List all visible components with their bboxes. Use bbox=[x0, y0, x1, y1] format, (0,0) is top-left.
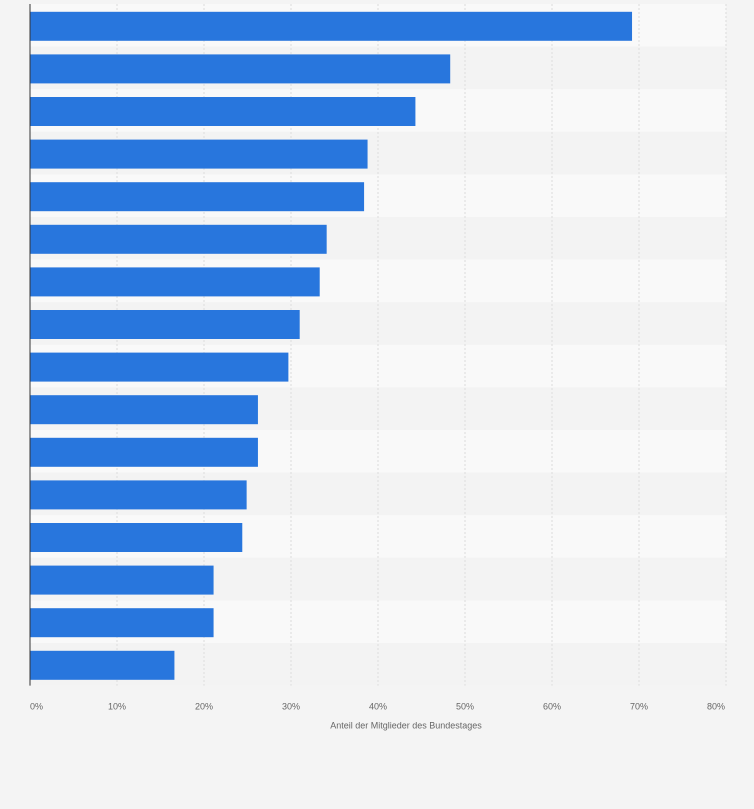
x-tick-label: 50% bbox=[456, 702, 474, 712]
x-tick-label: 0% bbox=[30, 702, 43, 712]
bar bbox=[30, 310, 300, 339]
bar bbox=[30, 182, 365, 212]
x-tick-label: 20% bbox=[195, 702, 213, 712]
x-tick-label: 60% bbox=[543, 702, 561, 712]
bar bbox=[30, 565, 214, 595]
bar bbox=[30, 224, 327, 254]
bar bbox=[30, 352, 289, 382]
x-tick-label: 10% bbox=[108, 702, 126, 712]
x-axis-title: Anteil der Mitglieder des Bundestages bbox=[330, 721, 482, 731]
bar bbox=[30, 11, 633, 41]
x-tick-label: 70% bbox=[630, 702, 648, 712]
bar bbox=[30, 480, 247, 510]
bars bbox=[30, 11, 633, 680]
bar bbox=[30, 267, 320, 297]
bar bbox=[30, 97, 416, 126]
x-axis-ticks: 0% 10% 20% 30% 40% 50% 60% 70% 80% bbox=[30, 702, 725, 712]
bar bbox=[30, 650, 175, 680]
bar bbox=[30, 54, 451, 84]
bar bbox=[30, 395, 258, 425]
x-tick-label: 80% bbox=[707, 702, 725, 712]
bar bbox=[30, 608, 214, 638]
bar bbox=[30, 437, 258, 467]
bar bbox=[30, 139, 368, 169]
x-tick-label: 30% bbox=[282, 702, 300, 712]
bar bbox=[30, 523, 243, 552]
x-tick-label: 40% bbox=[369, 702, 387, 712]
